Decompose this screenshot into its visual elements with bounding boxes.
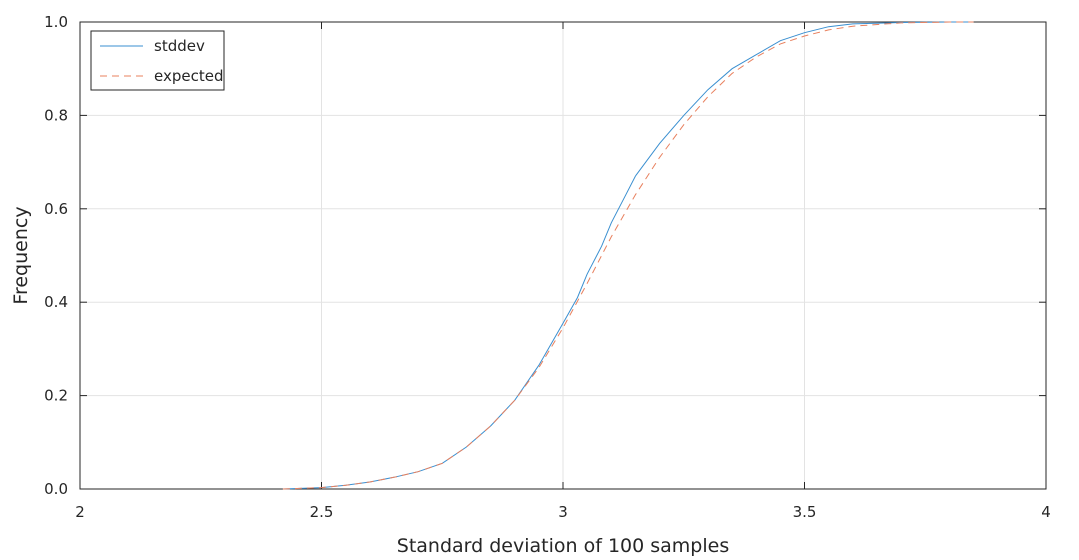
x-tick-label: 2.5 — [310, 503, 334, 521]
legend-label-stddev: stddev — [154, 37, 205, 55]
y-tick-label: 0.8 — [44, 106, 68, 124]
legend-box — [90, 30, 225, 91]
y-tick-label: 0.0 — [44, 480, 68, 498]
x-tick-label: 3.5 — [793, 503, 817, 521]
grid — [79, 21, 1047, 490]
y-tick-label: 0.6 — [44, 200, 68, 218]
series-line-expected — [282, 21, 974, 490]
x-tick-label: 4 — [1041, 503, 1051, 521]
x-tick-label: 3 — [558, 503, 568, 521]
y-axis-title: Frequency — [10, 206, 32, 304]
legend-label-expected: expected — [154, 67, 223, 85]
y-tick-label: 0.2 — [44, 387, 68, 405]
y-tick-label: 0.4 — [44, 293, 68, 311]
x-tick-label: 2 — [75, 503, 85, 521]
x-axis-title: Standard deviation of 100 samples — [397, 535, 729, 557]
series-layer — [282, 21, 974, 490]
legend: stddev expected — [90, 30, 225, 91]
axis-ticks: 2 2.5 3 3.5 4 0.0 0.2 0.4 0.6 0.8 1.0 — [44, 13, 1051, 521]
series-line-stddev — [282, 21, 974, 490]
y-tick-label: 1.0 — [44, 13, 68, 31]
